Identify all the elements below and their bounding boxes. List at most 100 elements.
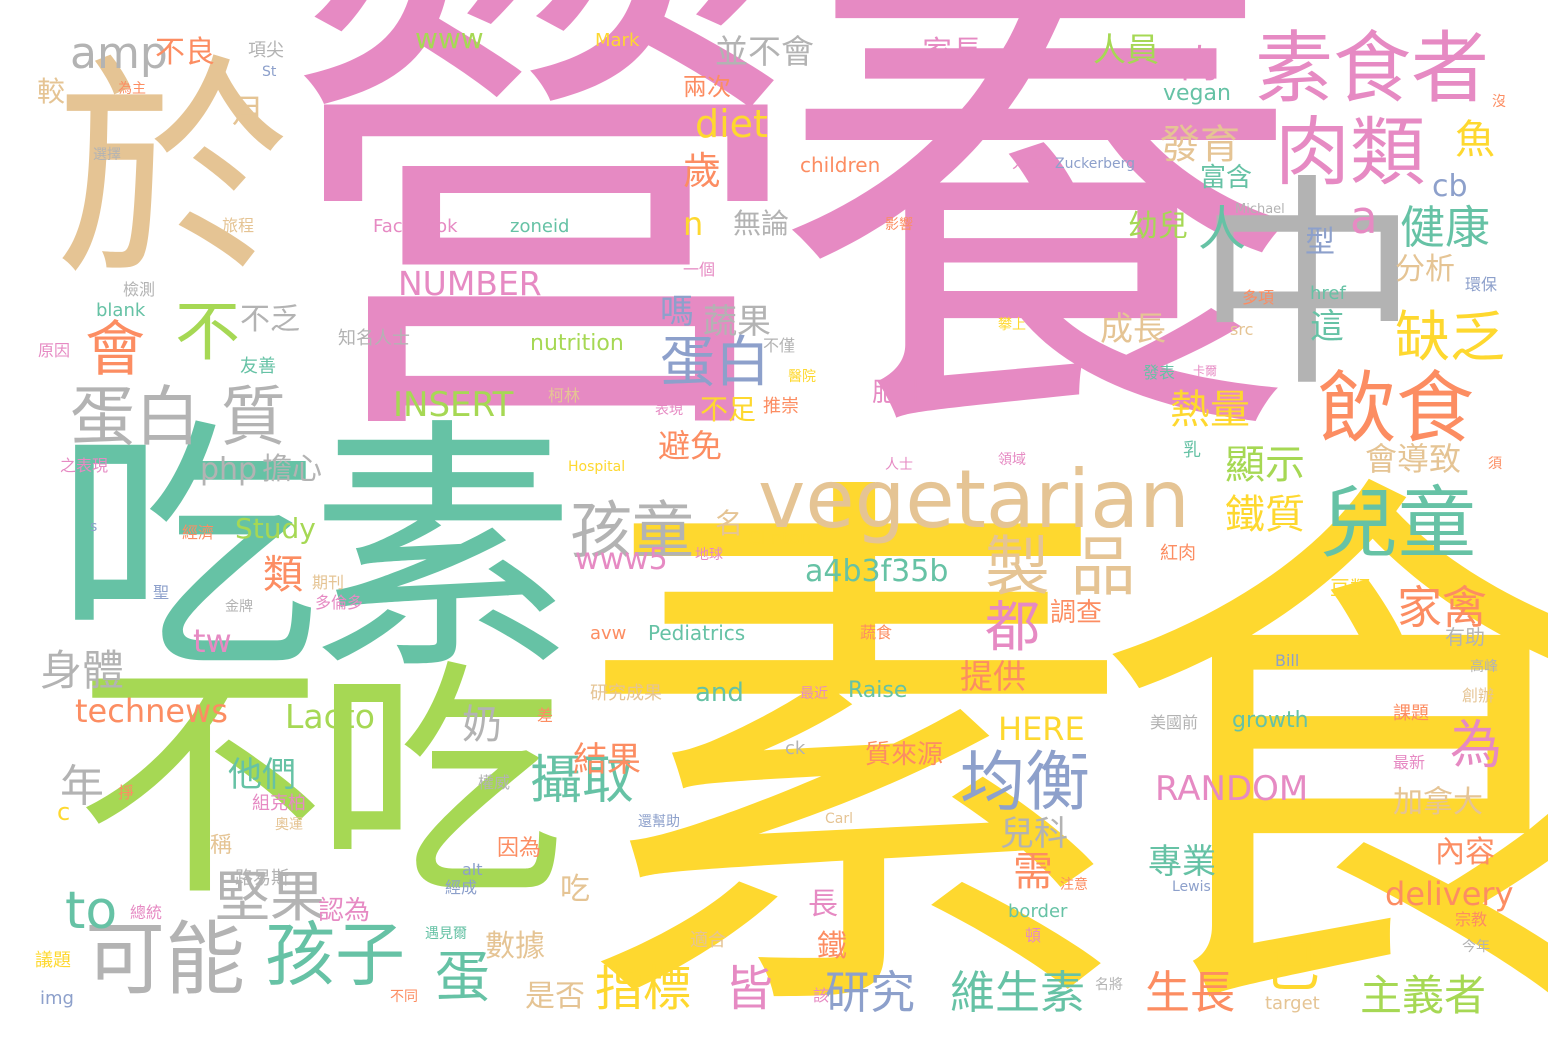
word-duoxiang: 多項: [1242, 288, 1275, 307]
word-facebook: Facebook: [373, 216, 458, 237]
word-xing: 型: [1305, 225, 1335, 260]
word-youzhu: 有助: [1445, 625, 1485, 649]
word-xuanze: 選擇: [93, 147, 121, 163]
word-zhong: 中: [1195, 156, 1420, 418]
word-duolunduo: 多倫多: [315, 593, 364, 612]
word-renshi: 人士: [885, 457, 913, 473]
word-doulei: 豆類: [1330, 576, 1370, 600]
word-ru: 乳: [1183, 440, 1201, 461]
word-yu2: 魚: [1455, 117, 1495, 163]
word-weishengsu: 維生素: [950, 966, 1086, 1019]
word-zuijin: 最近: [800, 686, 828, 702]
word-yu: 於: [55, 36, 290, 309]
word-zhuyi: 注意: [1060, 877, 1088, 893]
word-chuangban: 創辦: [1462, 686, 1495, 705]
word-nian: 年: [60, 761, 104, 812]
word-tigong: 提供: [960, 657, 1026, 696]
word-jiaqin: 家禽: [1397, 581, 1488, 634]
word-pediatrics: Pediatrics: [648, 621, 746, 645]
word-junheng: 均衡: [960, 745, 1091, 820]
word-fuhan: 富含: [1200, 163, 1253, 193]
word-zhuanye: 專業: [1148, 842, 1216, 882]
word-zhimingrenshi: 知名人士: [338, 328, 410, 349]
word-src: src: [1230, 320, 1254, 339]
word-huanbao: 環保: [1465, 275, 1498, 294]
word-number: NUMBER: [398, 264, 542, 303]
word-kaer: 卡爾: [1193, 364, 1218, 378]
word-huidaozhi: 會導致: [1365, 440, 1462, 478]
word-danxin: 擔心: [262, 452, 322, 487]
word-yingxiang: 影響: [885, 217, 913, 233]
word-nai: 奶: [462, 702, 502, 748]
word-www: www: [415, 22, 484, 55]
word-quefa: 缺乏: [1395, 305, 1506, 369]
word-sheng: 聖: [153, 583, 170, 602]
word-haitong: 孩童: [570, 494, 695, 567]
word-technews: technews: [75, 692, 228, 730]
word-border: border: [1008, 901, 1068, 922]
word-zongjiao: 宗教: [1455, 910, 1488, 929]
word-lvcheng: 旅程: [222, 216, 255, 235]
word-zhibiaoxian: 之表現: [60, 456, 109, 475]
word-sushizhe: 素食者: [1255, 24, 1490, 114]
word-renwei: 認為: [318, 896, 371, 926]
word-zhuyizhe: 主義者: [1360, 971, 1487, 1020]
word-dun: 頓: [1025, 926, 1042, 945]
word-diaocha: 調查: [1050, 598, 1103, 628]
word-reliang: 熱量: [1170, 387, 1250, 433]
word-shushi: 蔬食: [860, 623, 893, 642]
word-bujin: 不僅: [763, 336, 796, 355]
word-lacto: Lacto: [285, 697, 375, 736]
word-ming: 名: [715, 507, 744, 540]
word-chengzhang: 成長: [1100, 309, 1166, 348]
word-shuju: 數據: [485, 929, 545, 964]
word-quanwei: 權威: [478, 773, 511, 792]
word-cheng: 稱: [210, 833, 233, 858]
word-haibangzhu: 還幫助: [638, 814, 680, 830]
word-jingji: 經濟: [182, 523, 215, 542]
word-keti: 課題: [1393, 703, 1429, 724]
word-jiazhang: 家長: [922, 35, 982, 70]
word-aoyun: 奧運: [275, 817, 303, 833]
word-here: HERE: [998, 710, 1085, 748]
word-yingyang: 營養: [280, 0, 1306, 503]
word-luyisi: 路易斯: [235, 868, 289, 889]
word-yinwei: 因為: [497, 836, 542, 861]
word-qikan: 期刊: [312, 573, 345, 592]
word-and: and: [695, 678, 744, 708]
word-neirong: 內容: [1435, 835, 1495, 870]
word-fabiao: 發表: [1143, 363, 1176, 382]
word-study: Study: [235, 512, 316, 545]
word-cha: 差: [537, 706, 554, 725]
word-zuixin: 最新: [1393, 753, 1426, 772]
word-img: img: [40, 988, 74, 1009]
word-zongtong: 總統: [130, 903, 163, 922]
word-chisu: 吃素: [55, 398, 575, 706]
word-zuckerberg: Zuckerberg: [1055, 156, 1136, 172]
word-hongrou: 紅肉: [1160, 543, 1196, 564]
word-dou: 都: [985, 595, 1041, 659]
word-yue: 月: [232, 92, 265, 130]
word-clinton: Clinton: [748, 528, 812, 549]
word-yuanyin: 原因: [38, 341, 71, 360]
word-meiguoqian: 美國前: [1150, 713, 1199, 732]
word-alt: alt: [462, 860, 483, 879]
word-cb: cb: [1432, 169, 1468, 204]
word-danbaizhi: 蛋白 質: [70, 380, 286, 455]
word-fenxi: 分析: [1395, 252, 1455, 287]
word-yinshi: 飲食: [1318, 364, 1475, 454]
word-jiance: 檢測: [123, 280, 156, 299]
word-ren: 人: [1198, 201, 1247, 257]
word-biaoxian: 表現: [655, 402, 683, 418]
word-jianguo: 堅果: [215, 865, 326, 929]
word-panshang: 攀上: [998, 317, 1026, 333]
word-xiangjian: 項尖: [248, 40, 284, 61]
word-sushi: 素食: [575, 434, 1548, 1052]
word-mark: Mark: [595, 30, 640, 51]
word-xu: 需: [1013, 849, 1053, 895]
word-yanjiu: 研究: [825, 966, 916, 1019]
word-a4b3f35b: a4b3f35b: [805, 554, 949, 589]
word-php: php: [200, 452, 258, 487]
word-target: target: [1265, 993, 1320, 1014]
